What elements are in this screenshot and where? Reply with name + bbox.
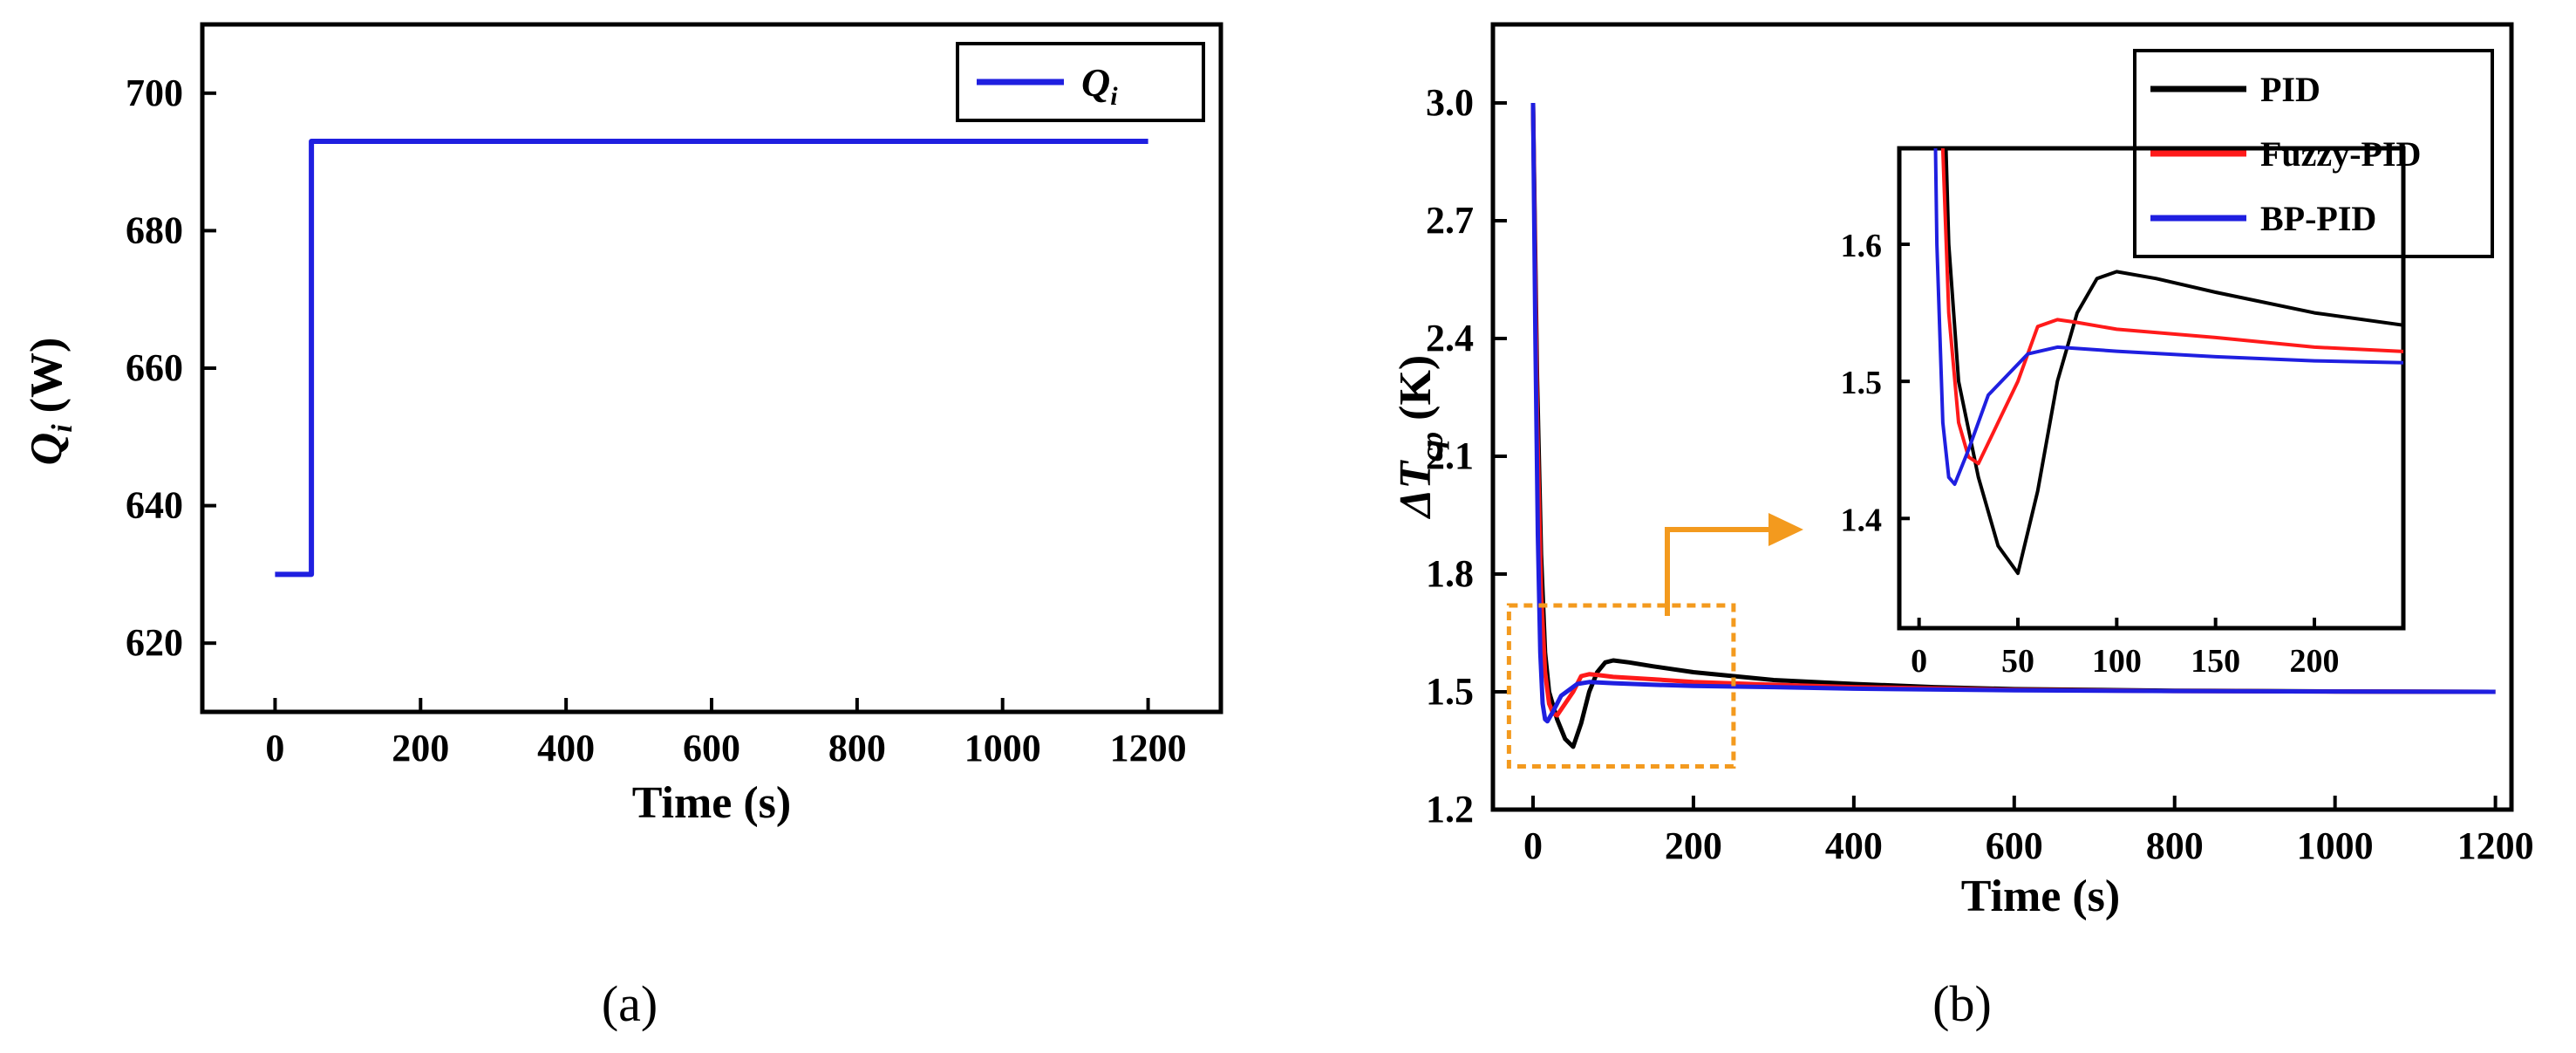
panel-label-b: (b) <box>1932 975 1992 1032</box>
legend-label-qi: Qi <box>1081 60 1118 111</box>
inset-y-tick-label: 1.5 <box>1841 365 1883 401</box>
chart-a-y-title: Qi (W) <box>22 338 78 466</box>
chart-a: 0 200 400 600 800 1000 1200 620 640 660 680 700 Qi… <box>22 22 1223 1032</box>
chart-b-y-tick-label: 2.7 <box>1426 199 1474 242</box>
chart-a-y-tick-label: 640 <box>126 484 183 527</box>
chart-a-x-ticks: 0 200 400 600 800 1000 1200 <box>265 698 1187 769</box>
chart-a-series <box>275 139 1148 578</box>
chart-b-x-tick-label: 1200 <box>2457 824 2534 867</box>
legend-label-pid: PID <box>2260 70 2320 109</box>
inset-x-tick-label: 200 <box>2290 643 2340 680</box>
inset-x-tick-label: 0 <box>1911 643 1927 680</box>
chart-a-x-tick-label: 600 <box>683 727 740 769</box>
inset-chart: 0 50 100 150 200 1.4 1.5 1.6 <box>1841 146 2406 680</box>
chart-b-x-tick-label: 800 <box>2146 824 2204 867</box>
chart-a-y-ticks: 620 640 660 680 700 <box>126 72 216 664</box>
chart-a-x-title: Time (s) <box>632 778 791 828</box>
chart-b-y-tick-label: 2.1 <box>1426 434 1474 477</box>
chart-b-series-bp-pid <box>1530 102 2496 724</box>
chart-a-legend-box <box>956 42 1205 122</box>
inset-y-ticks: 1.4 1.5 1.6 <box>1841 228 1910 538</box>
zoom-arrow-head <box>1768 513 1803 546</box>
inset-series-pid <box>1944 148 2403 576</box>
chart-b-x-tick-label: 1000 <box>2297 824 2374 867</box>
chart-b-legend-box <box>2133 49 2494 258</box>
chart-b-x-tick-label: 200 <box>1665 824 1722 867</box>
inset-x-tick-label: 100 <box>2092 643 2142 680</box>
chart-b-x-title: Time (s) <box>1961 872 2120 921</box>
legend-label-fuzzy-pid: Fuzzy-PID <box>2260 134 2421 174</box>
chart-b-x-tick-label: 0 <box>1523 824 1543 867</box>
chart-a-x-tick-label: 200 <box>392 727 449 769</box>
chart-a-x-tick-label: 0 <box>265 727 284 769</box>
chart-b-y-tick-label: 1.2 <box>1426 788 1474 831</box>
chart-a-series-qi <box>275 139 1148 578</box>
chart-b: 0 200 400 600 800 1000 1200 1.21.51.82.12.42.7… <box>1391 22 2534 1032</box>
chart-a-x-tick-label: 400 <box>537 727 595 769</box>
inset-y-tick-label: 1.4 <box>1841 502 1883 538</box>
inset-series-fuzzy-pid <box>1940 148 2403 466</box>
inset-x-tick-label: 150 <box>2191 643 2240 680</box>
chart-a-legend: Qi <box>956 42 1205 122</box>
chart-a-y-tick-label: 620 <box>126 621 183 664</box>
chart-b-y-tick-label: 2.4 <box>1426 317 1474 359</box>
chart-b-x-tick-label: 400 <box>1825 824 1883 867</box>
chart-b-series <box>1530 102 2496 749</box>
chart-a-x-tick-label: 800 <box>828 727 886 769</box>
legend-label-bp-pid: BP-PID <box>2260 199 2376 238</box>
chart-a-x-tick-label: 1200 <box>1110 727 1187 769</box>
chart-b-y-title: ΔTcp (K) <box>1391 355 1449 519</box>
chart-b-x-ticks: 0 200 400 600 800 1000 1200 <box>1523 796 2534 867</box>
inset-y-tick-label: 1.6 <box>1841 228 1883 264</box>
chart-b-x-tick-label: 600 <box>1986 824 2043 867</box>
chart-a-y-tick-label: 660 <box>126 346 183 389</box>
inset-series-bp-pid <box>1933 148 2403 486</box>
panel-label-a: (a) <box>602 975 658 1032</box>
chart-a-y-tick-label: 700 <box>126 72 183 114</box>
inset-frame <box>1897 146 2406 631</box>
chart-b-frame <box>1490 22 2514 812</box>
chart-b-legend: PID Fuzzy-PID BP-PID <box>2133 49 2494 258</box>
zoom-arrow-line <box>1665 527 1772 616</box>
chart-b-y-tick-label: 1.5 <box>1426 670 1474 713</box>
inset-x-ticks: 0 50 100 150 200 <box>1911 618 2340 680</box>
chart-a-frame <box>200 22 1223 715</box>
chart-b-y-tick-label: 1.8 <box>1426 552 1474 595</box>
chart-b-y-tick-label: 3.0 <box>1426 81 1474 124</box>
zoom-region-box <box>1506 603 1736 769</box>
chart-b-y-ticks: 1.2 1.5 1.8 2.1 2.4 2.7 3.0 <box>1426 81 1507 831</box>
chart-a-y-tick-label: 680 <box>126 209 183 251</box>
chart-a-x-tick-label: 1000 <box>964 727 1041 769</box>
inset-x-tick-label: 50 <box>2001 643 2034 680</box>
inset-series <box>1933 148 2403 576</box>
